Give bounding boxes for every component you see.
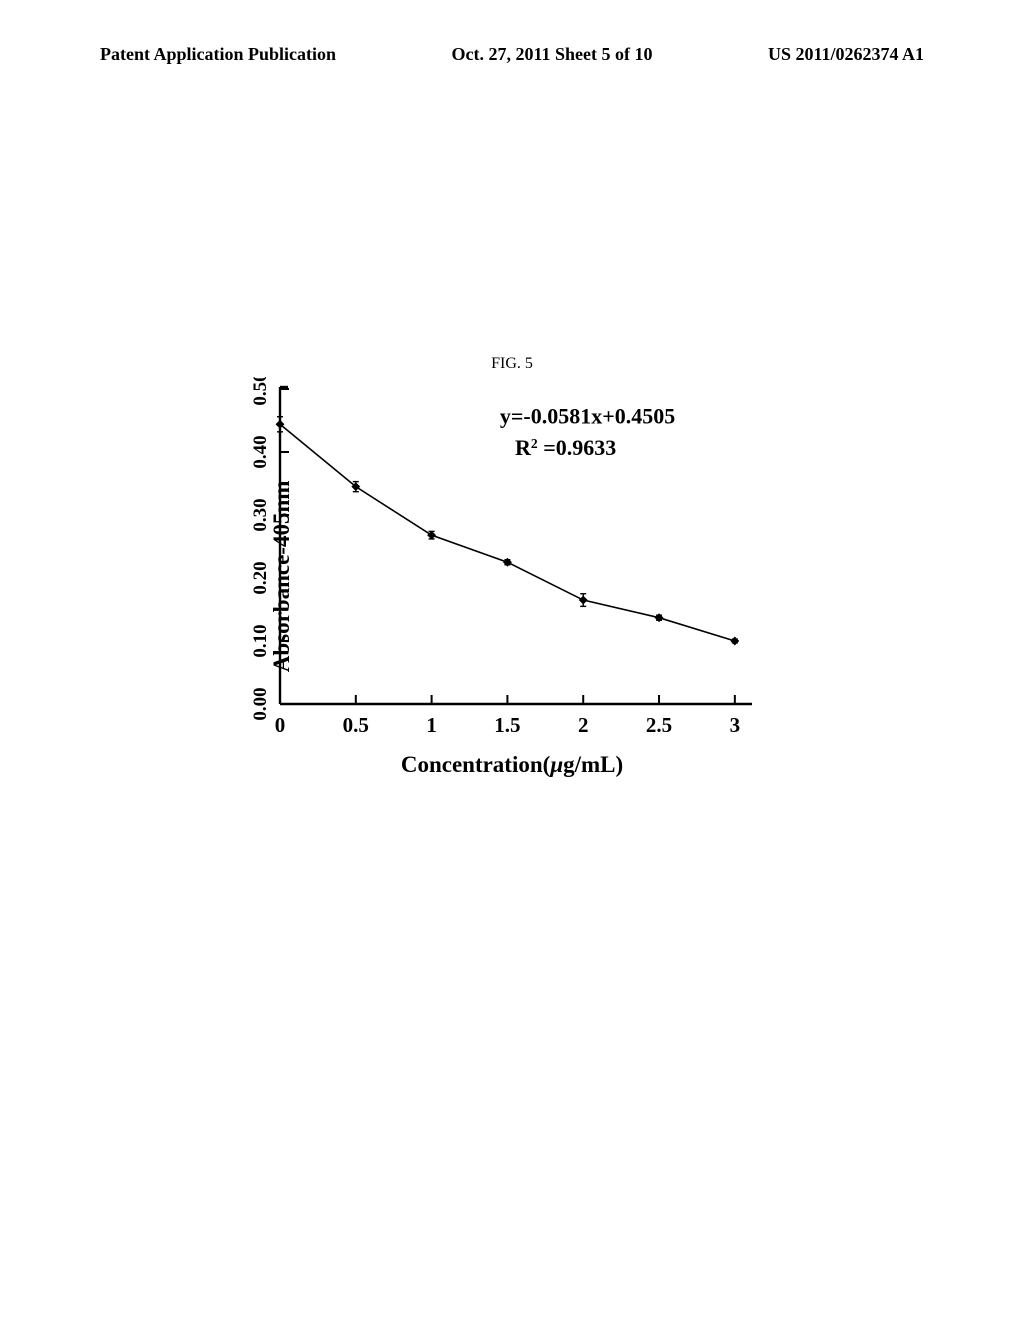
svg-text:1.5: 1.5 — [494, 713, 520, 737]
x-axis-label: Concentration(μg/mL) — [222, 752, 802, 778]
x-label-pre: Concentration( — [401, 752, 550, 777]
svg-text:0.50: 0.50 — [250, 377, 271, 406]
x-label-post: g/mL) — [563, 752, 623, 777]
svg-text:0.5: 0.5 — [343, 713, 369, 737]
y-axis-label: Absorbance-405nm — [269, 480, 295, 672]
svg-text:0.00: 0.00 — [250, 687, 271, 720]
svg-text:R2 =0.9633: R2 =0.9633 — [515, 435, 616, 460]
svg-text:2: 2 — [578, 713, 589, 737]
line-chart: 00.511.522.530.000.100.200.300.400.50y=-… — [222, 377, 764, 748]
svg-text:3: 3 — [730, 713, 741, 737]
svg-text:1: 1 — [426, 713, 437, 737]
svg-text:0: 0 — [275, 713, 286, 737]
chart-container: Absorbance-405nm 00.511.522.530.000.100.… — [222, 377, 802, 778]
header-left: Patent Application Publication — [100, 44, 336, 65]
svg-text:2.5: 2.5 — [646, 713, 672, 737]
header-right: US 2011/0262374 A1 — [768, 44, 924, 65]
x-label-unit: μ — [550, 752, 563, 777]
svg-text:y=-0.0581x+0.4505: y=-0.0581x+0.4505 — [500, 404, 675, 429]
header-center: Oct. 27, 2011 Sheet 5 of 10 — [452, 44, 653, 65]
svg-text:0.40: 0.40 — [250, 435, 271, 468]
page-header: Patent Application Publication Oct. 27, … — [0, 0, 1024, 65]
figure-caption: FIG. 5 — [0, 355, 1024, 373]
